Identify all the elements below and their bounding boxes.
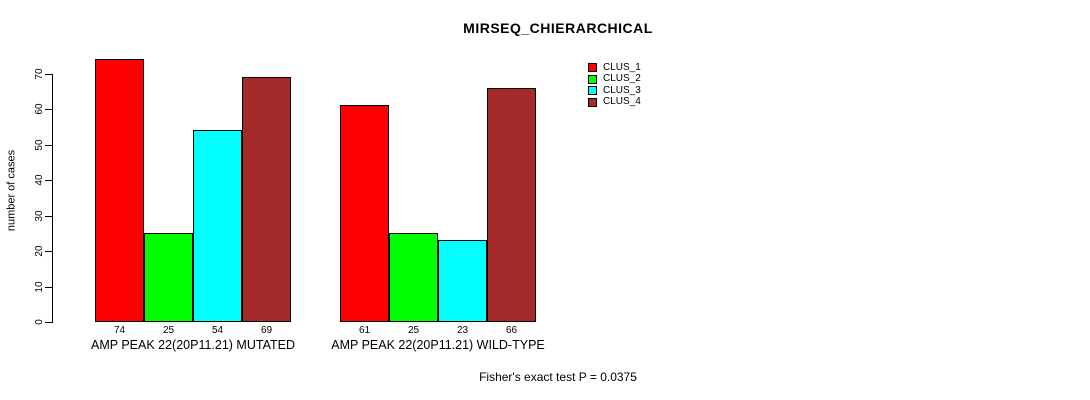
y-tick-mark bbox=[45, 322, 52, 323]
bar-clus_3-group1 bbox=[193, 130, 242, 322]
y-axis-line bbox=[52, 73, 53, 323]
y-tick-label: 40 bbox=[34, 174, 45, 186]
bar-clus_2-group1 bbox=[144, 233, 193, 322]
x-category-label: AMP PEAK 22(20P11.21) MUTATED bbox=[90, 338, 295, 352]
y-axis-label: number of cases bbox=[5, 149, 18, 232]
bar-value-label: 69 bbox=[260, 325, 273, 336]
bar-value-label: 25 bbox=[162, 325, 175, 336]
bar-clus_3-group2 bbox=[438, 240, 487, 322]
bar-value-label: 74 bbox=[113, 325, 126, 336]
y-tick-mark bbox=[45, 109, 52, 110]
y-tick-mark bbox=[45, 180, 52, 181]
legend-item-clus_3: CLUS_3 bbox=[588, 85, 641, 97]
x-category-label: AMP PEAK 22(20P11.21) WILD-TYPE bbox=[331, 338, 545, 352]
legend-swatch-clus_3 bbox=[588, 86, 597, 96]
y-tick-mark bbox=[45, 144, 52, 146]
bar-clus_1-group1 bbox=[95, 59, 144, 322]
y-tick-label: 50 bbox=[34, 138, 45, 151]
y-tick-mark bbox=[45, 215, 52, 217]
chart-title: MIRSEQ_CHIERARCHICAL bbox=[463, 20, 653, 36]
bar-value-label: 61 bbox=[358, 325, 371, 336]
legend-label: CLUS_3 bbox=[603, 84, 641, 96]
y-tick-label: 70 bbox=[34, 67, 45, 80]
legend: CLUS_1 CLUS_2 CLUS_3 CLUS_4 bbox=[588, 62, 641, 108]
legend-label: CLUS_4 bbox=[603, 96, 641, 108]
legend-label: CLUS_2 bbox=[603, 73, 641, 85]
y-tick-label: 0 bbox=[34, 319, 45, 325]
legend-item-clus_2: CLUS_2 bbox=[588, 74, 641, 86]
legend-item-clus_1: CLUS_1 bbox=[588, 62, 641, 74]
legend-swatch-clus_4 bbox=[588, 97, 597, 107]
y-tick-label: 30 bbox=[34, 209, 45, 222]
bar-value-label: 54 bbox=[211, 325, 224, 336]
y-tick-mark bbox=[45, 73, 52, 75]
y-tick-mark bbox=[45, 286, 52, 288]
bar-clus_1-group2 bbox=[340, 105, 389, 322]
y-tick-label: 20 bbox=[34, 245, 45, 257]
legend-swatch-clus_2 bbox=[588, 74, 597, 84]
y-tick-label: 10 bbox=[34, 280, 45, 293]
pvalue-annotation: Fisher's exact test P = 0.0375 bbox=[479, 370, 637, 384]
bar-clus_4-group1 bbox=[242, 77, 291, 322]
bar-value-label: 23 bbox=[456, 325, 469, 336]
bar-value-label: 66 bbox=[505, 325, 518, 336]
y-tick-mark bbox=[45, 251, 52, 252]
bar-value-label: 25 bbox=[407, 325, 420, 336]
legend-swatch-clus_1 bbox=[588, 63, 597, 73]
bar-clus_2-group2 bbox=[389, 233, 438, 322]
bar-clus_4-group2 bbox=[487, 88, 536, 322]
legend-label: CLUS_1 bbox=[603, 61, 641, 73]
legend-item-clus_4: CLUS_4 bbox=[588, 97, 641, 109]
y-tick-label: 60 bbox=[34, 103, 45, 115]
